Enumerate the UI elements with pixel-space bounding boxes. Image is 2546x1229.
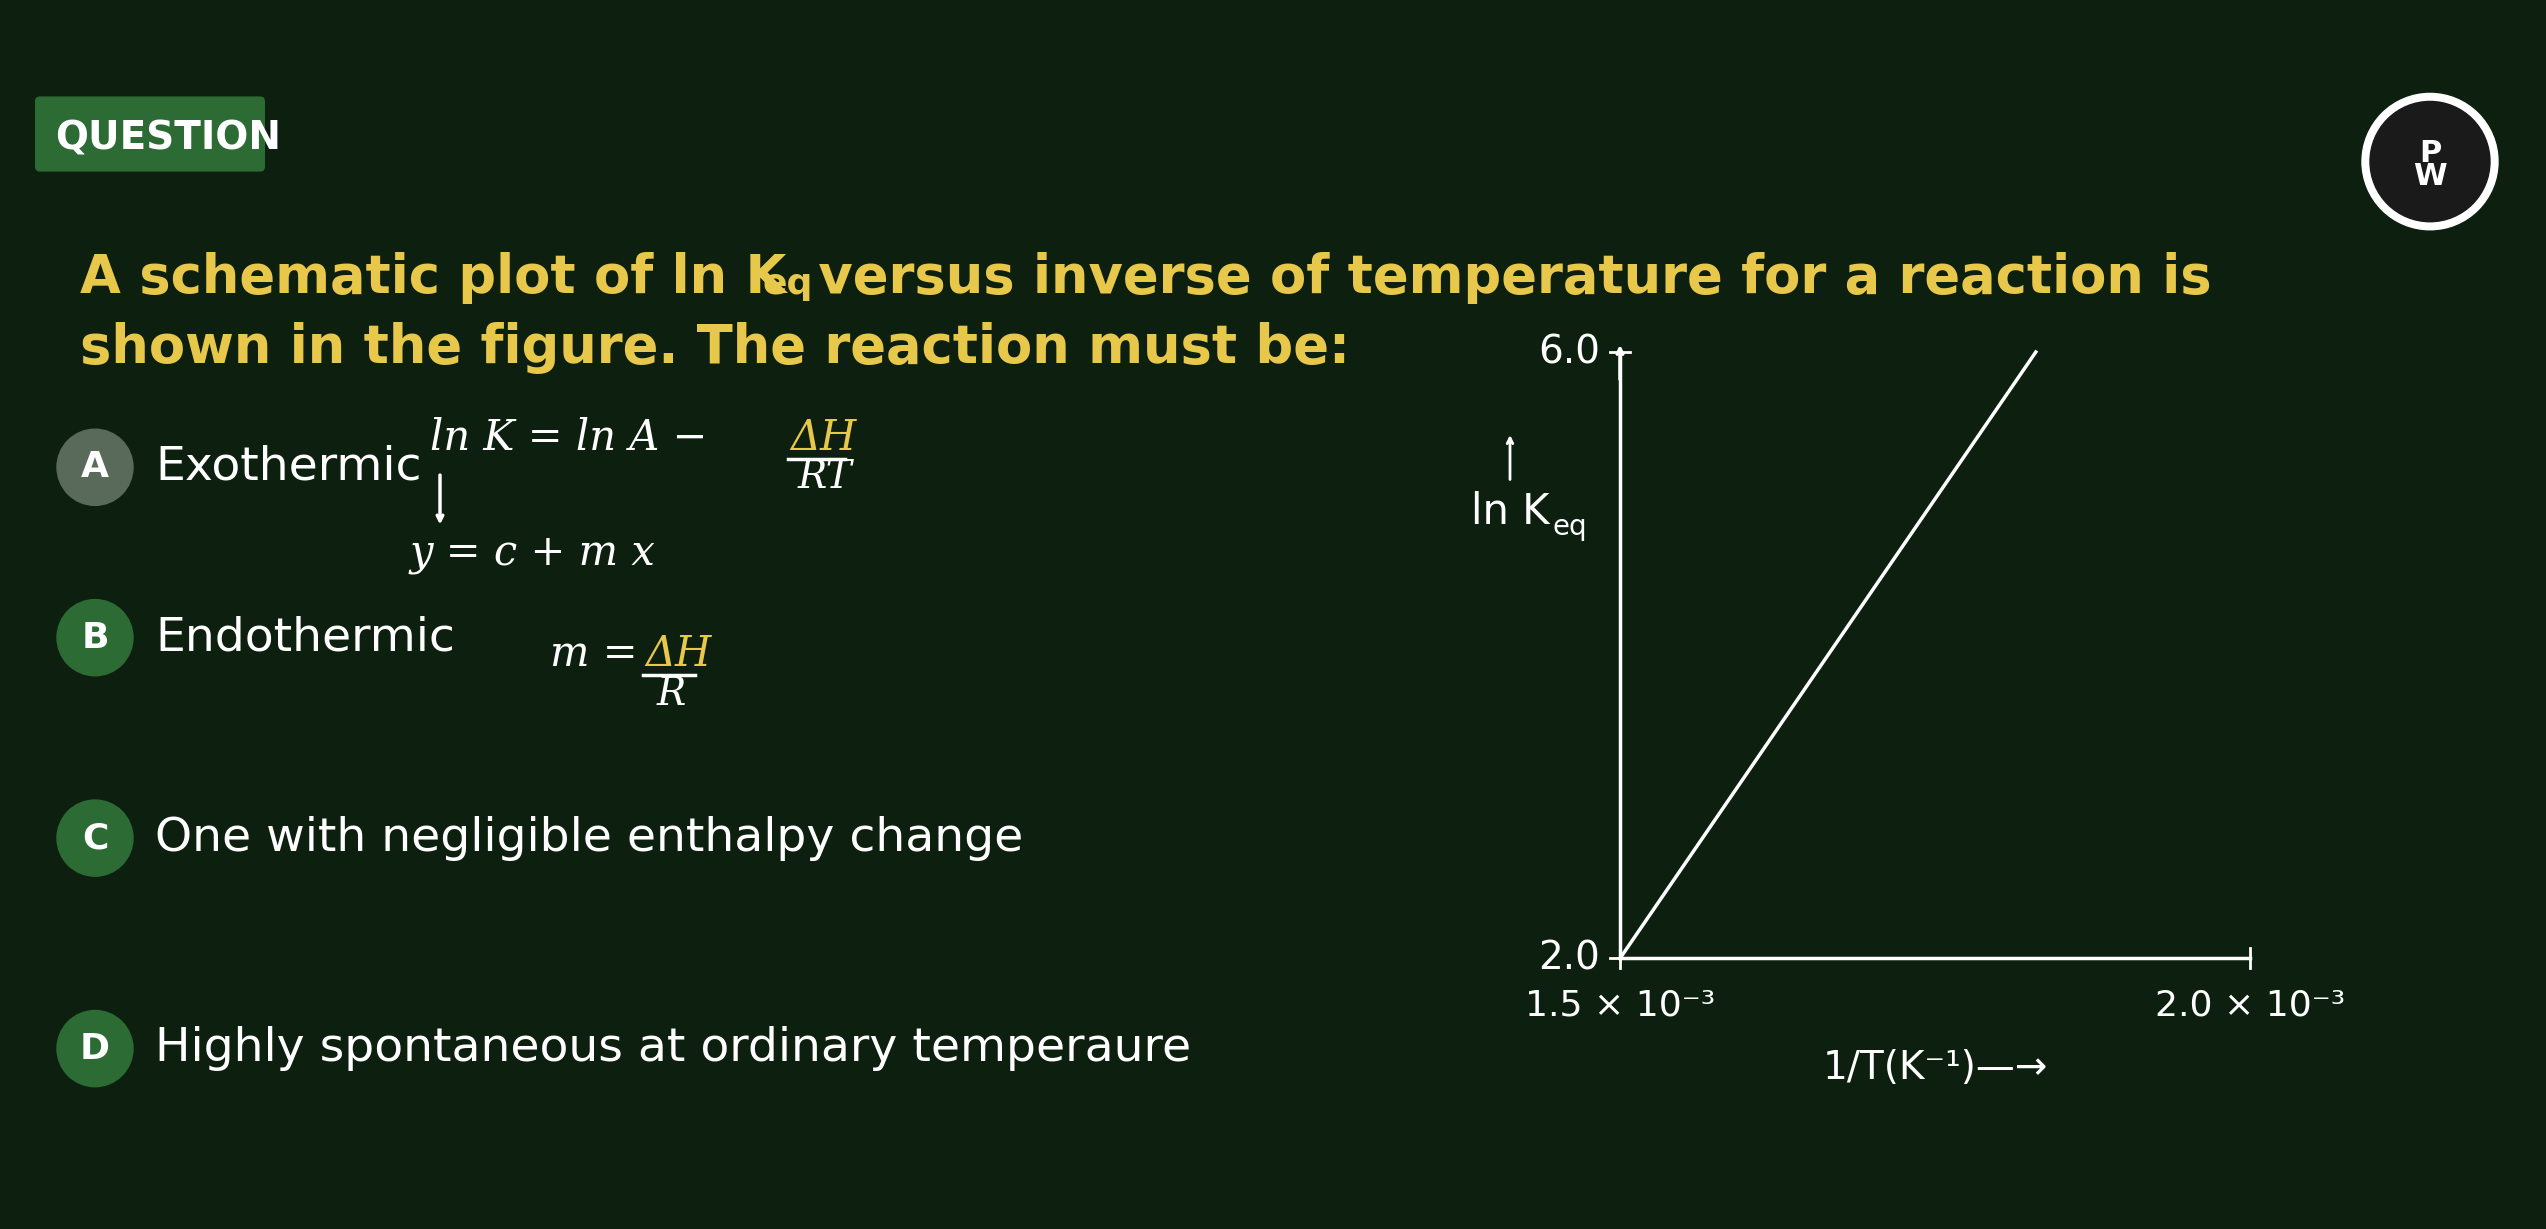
- Text: eq: eq: [1553, 514, 1586, 542]
- Text: P: P: [2419, 139, 2442, 168]
- Text: ΔH: ΔH: [789, 417, 855, 460]
- Circle shape: [56, 429, 132, 505]
- Text: versus inverse of temperature for a reaction is: versus inverse of temperature for a reac…: [799, 252, 2212, 304]
- FancyBboxPatch shape: [36, 96, 265, 172]
- Text: D: D: [79, 1031, 109, 1066]
- Circle shape: [56, 1010, 132, 1086]
- Text: QUESTION: QUESTION: [56, 119, 280, 157]
- Text: 2.0 × 10⁻³: 2.0 × 10⁻³: [2154, 988, 2345, 1023]
- Text: Exothermic: Exothermic: [155, 445, 423, 490]
- Text: C: C: [81, 821, 107, 855]
- Text: 1/T(K⁻¹)—→: 1/T(K⁻¹)—→: [1823, 1048, 2047, 1086]
- Text: 6.0: 6.0: [1538, 333, 1599, 371]
- Text: 2.0: 2.0: [1538, 939, 1599, 977]
- Text: y = c + m x: y = c + m x: [410, 532, 657, 574]
- Circle shape: [2370, 102, 2490, 221]
- Text: ln K = ln A −: ln K = ln A −: [430, 417, 708, 460]
- Text: m =: m =: [550, 633, 636, 675]
- Text: RT: RT: [797, 460, 853, 497]
- Circle shape: [2363, 93, 2498, 230]
- Circle shape: [56, 800, 132, 876]
- Circle shape: [56, 600, 132, 676]
- Text: eq: eq: [764, 267, 812, 301]
- Text: Highly spontaneous at ordinary temperaure: Highly spontaneous at ordinary temperaur…: [155, 1026, 1192, 1072]
- Text: ΔH: ΔH: [644, 633, 710, 675]
- Text: One with negligible enthalpy change: One with negligible enthalpy change: [155, 816, 1023, 860]
- Text: shown in the figure. The reaction must be:: shown in the figure. The reaction must b…: [79, 322, 1349, 374]
- Text: A schematic plot of ln K: A schematic plot of ln K: [79, 252, 787, 304]
- Text: W: W: [2414, 162, 2447, 192]
- Text: R: R: [657, 676, 687, 713]
- Text: B: B: [81, 621, 109, 655]
- Text: A: A: [81, 450, 109, 484]
- Text: ln K: ln K: [1472, 492, 1551, 533]
- Text: Endothermic: Endothermic: [155, 616, 456, 660]
- Text: 1.5 × 10⁻³: 1.5 × 10⁻³: [1525, 988, 1716, 1023]
